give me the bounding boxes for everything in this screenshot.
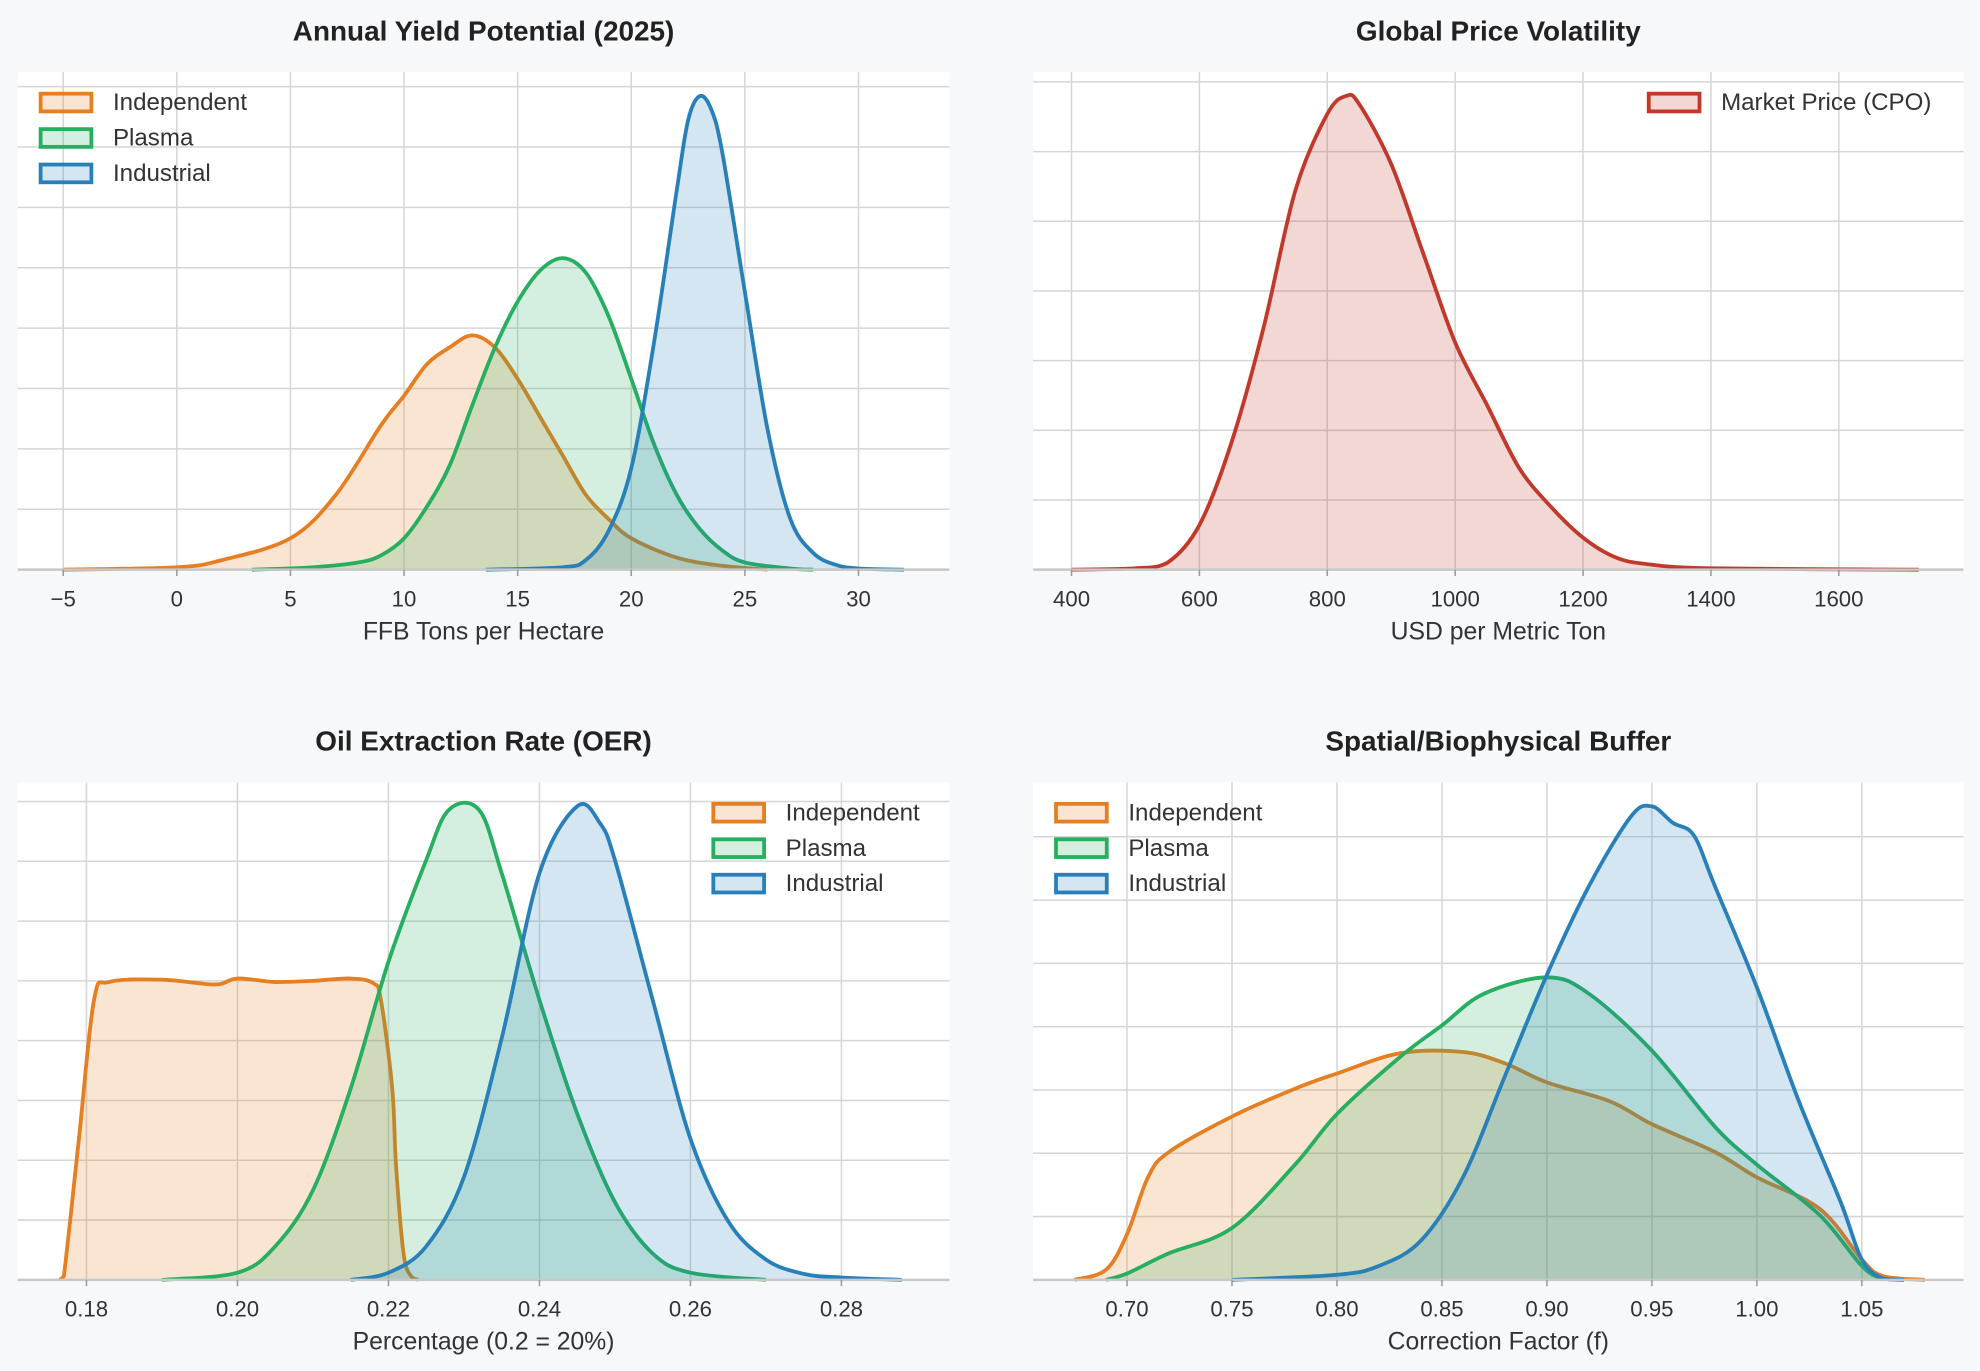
chart-panel: 0.70 0.75 0.80 0.85 0.90 0.95 1.00 1.05 Spatial/… xyxy=(1033,726,1964,1356)
x-tick-label: 15 xyxy=(505,586,530,611)
legend-label: Market Price (CPO) xyxy=(1721,89,1931,116)
x-tick-label: 400 xyxy=(1053,586,1090,611)
density-line-independent xyxy=(63,333,768,572)
x-tick-label: 0.26 xyxy=(669,1297,712,1322)
density-fill-market-price-cpo- xyxy=(1071,94,1919,570)
density-fill-plasma xyxy=(161,802,766,1280)
x-axis-label: Percentage (0.2 = 20%) xyxy=(353,1329,615,1356)
x-tick-label: 25 xyxy=(733,586,758,611)
legend-label: Plasma xyxy=(113,125,194,152)
x-tick-label: 1.05 xyxy=(1840,1297,1883,1322)
x-tick-label: 0.80 xyxy=(1315,1297,1358,1322)
density-line-industrial xyxy=(1231,803,1904,1282)
density-line-plasma xyxy=(251,256,814,572)
legend-label: Independent xyxy=(1128,799,1262,826)
x-tick-label: 10 xyxy=(392,586,417,611)
legend-label: Plasma xyxy=(786,835,867,862)
density-line-market-price-cpo- xyxy=(1071,92,1919,572)
chart-panel: 400 600 800 1000 1200 1400 1600 Global Price Vo… xyxy=(1033,16,1964,645)
legend-swatch xyxy=(1054,801,1109,824)
x-tick-label: 1000 xyxy=(1430,586,1479,611)
x-tick-label: 0.18 xyxy=(65,1297,108,1322)
chart-panel: 0.18 0.20 0.22 0.24 0.26 0.28 Oil Extraction R… xyxy=(17,726,950,1356)
x-axis-label: Correction Factor (f) xyxy=(1388,1329,1609,1356)
x-tick-label: 1.00 xyxy=(1735,1297,1778,1322)
x-tick-label: −5 xyxy=(51,586,76,611)
legend-label: Industrial xyxy=(113,160,211,187)
density-line-industrial xyxy=(350,802,902,1282)
density-fill-plasma xyxy=(1106,977,1904,1280)
density-fill-plasma xyxy=(251,258,814,570)
x-axis-label: FFB Tons per Hectare xyxy=(363,618,605,645)
x-tick-label: 0.70 xyxy=(1105,1297,1148,1322)
x-tick-label: 30 xyxy=(846,586,871,611)
legend-label: Plasma xyxy=(1128,835,1209,862)
density-line-industrial xyxy=(485,93,904,572)
chart-title: Global Price Volatility xyxy=(1356,16,1641,47)
density-fill-industrial xyxy=(485,95,904,570)
legend-label: Industrial xyxy=(1128,870,1226,897)
legend: Independent Plasma Industrial xyxy=(38,89,247,187)
density-fill-industrial xyxy=(1231,805,1904,1280)
x-tick-label: 0.24 xyxy=(518,1297,561,1322)
x-tick-label: 1400 xyxy=(1686,586,1735,611)
x-axis-label: USD per Metric Ton xyxy=(1391,618,1606,645)
chart-panel: −5 0 5 10 15 20 25 30 Annual Yield Potential (20… xyxy=(17,16,950,645)
x-tick-label: 5 xyxy=(284,586,296,611)
legend: Independent Plasma Industrial xyxy=(1054,799,1263,897)
chart-title: Spatial/Biophysical Buffer xyxy=(1325,726,1671,757)
legend-label: Industrial xyxy=(786,870,884,897)
density-fill-independent xyxy=(1074,1050,1925,1280)
x-tick-label: 0.20 xyxy=(216,1297,259,1322)
plot-area xyxy=(17,782,950,1280)
legend-label: Independent xyxy=(113,89,247,116)
legend-swatch xyxy=(38,162,94,185)
legend: Independent Plasma Industrial xyxy=(711,799,920,897)
legend-swatch xyxy=(711,801,766,824)
x-tick-label: 600 xyxy=(1181,586,1218,611)
x-tick-label: 1600 xyxy=(1814,586,1863,611)
legend-label: Independent xyxy=(786,799,920,826)
legend-swatch xyxy=(711,837,766,859)
x-tick-label: 800 xyxy=(1309,586,1346,611)
density-line-plasma xyxy=(1105,975,1904,1282)
x-tick-label: 20 xyxy=(619,586,644,611)
density-line-plasma xyxy=(161,800,767,1282)
plot-area xyxy=(1033,782,1964,1280)
x-tick-label: 0.22 xyxy=(367,1297,410,1322)
legend-swatch xyxy=(1646,91,1702,114)
density-line-independent xyxy=(1073,1048,1926,1282)
legend-swatch xyxy=(38,127,94,149)
legend: Market Price (CPO) xyxy=(1646,89,1931,116)
density-fill-industrial xyxy=(350,803,902,1280)
x-tick-label: 1200 xyxy=(1558,586,1607,611)
density-fill-independent xyxy=(63,335,768,570)
x-tick-label: 0.28 xyxy=(820,1297,863,1322)
x-tick-label: 0.85 xyxy=(1420,1297,1463,1322)
x-tick-label: 0.90 xyxy=(1525,1297,1568,1322)
legend-swatch xyxy=(1054,872,1109,895)
legend-swatch xyxy=(711,872,766,895)
legend-swatch xyxy=(38,91,94,114)
x-tick-label: 0.95 xyxy=(1630,1297,1673,1322)
density-line-independent xyxy=(58,976,420,1282)
plot-area xyxy=(17,72,950,570)
density-fill-independent xyxy=(60,978,419,1280)
x-tick-label: 0.75 xyxy=(1210,1297,1253,1322)
legend-swatch xyxy=(1054,837,1109,859)
x-tick-label: 0 xyxy=(171,586,183,611)
plot-area xyxy=(1033,72,1964,570)
chart-title: Oil Extraction Rate (OER) xyxy=(315,726,652,757)
chart-title: Annual Yield Potential (2025) xyxy=(293,16,675,47)
